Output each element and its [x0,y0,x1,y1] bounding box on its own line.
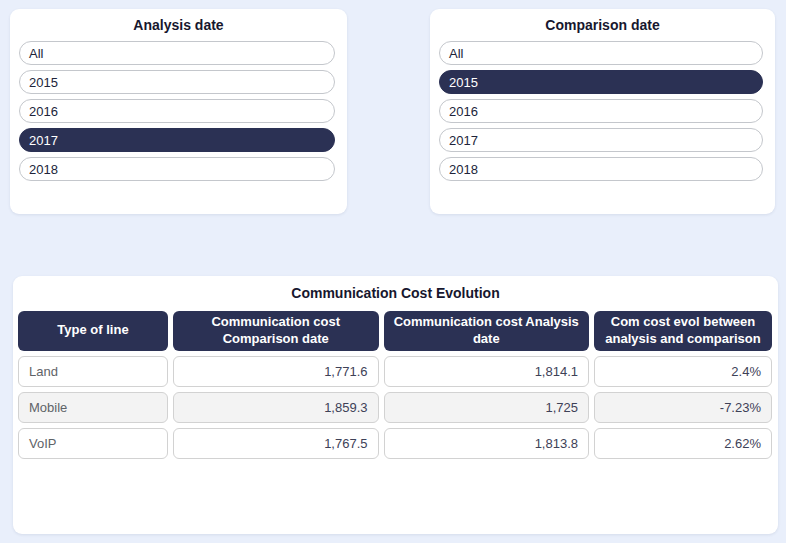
communication-cost-table: Type of line Communication cost Comparis… [18,311,772,459]
table-row-voip-type: VoIP [18,428,168,459]
column-header-comparison-cost: Communication cost Comparison date [173,311,379,351]
comparison-option-2017[interactable]: 2017 [439,128,763,152]
comparison-date-panel: Comparison date All 2015 2016 2017 2018 [430,9,775,214]
table-row-land-analysis-cost: 1,814.1 [384,356,590,387]
table-row-voip-evolution: 2.62% [594,428,772,459]
table-row-land-comparison-cost: 1,771.6 [173,356,379,387]
comparison-option-2015[interactable]: 2015 [439,70,763,94]
column-header-type-of-line: Type of line [18,311,168,351]
analysis-option-2015[interactable]: 2015 [19,70,335,94]
table-title: Communication Cost Evolution [13,276,778,301]
communication-cost-panel: Communication Cost Evolution Type of lin… [13,276,778,534]
table-row-voip-analysis-cost: 1,813.8 [384,428,590,459]
table-row-land-type: Land [18,356,168,387]
analysis-option-2016[interactable]: 2016 [19,99,335,123]
analysis-option-2018[interactable]: 2018 [19,157,335,181]
column-header-analysis-cost: Communication cost Analysis date [384,311,590,351]
analysis-option-2017[interactable]: 2017 [19,128,335,152]
table-row-mobile-analysis-cost: 1,725 [384,392,590,423]
comparison-date-title: Comparison date [430,9,775,33]
analysis-date-panel: Analysis date All 2015 2016 2017 2018 [10,9,347,214]
table-row-voip-comparison-cost: 1,767.5 [173,428,379,459]
comparison-option-2018[interactable]: 2018 [439,157,763,181]
analysis-date-title: Analysis date [10,9,347,33]
column-header-evolution: Com cost evol between analysis and compa… [594,311,772,351]
table-row-land-evolution: 2.4% [594,356,772,387]
comparison-option-2016[interactable]: 2016 [439,99,763,123]
comparison-date-slicer: All 2015 2016 2017 2018 [430,41,775,181]
analysis-date-slicer: All 2015 2016 2017 2018 [10,41,347,181]
table-row-mobile-evolution: -7.23% [594,392,772,423]
comparison-option-all[interactable]: All [439,41,763,65]
analysis-option-all[interactable]: All [19,41,335,65]
table-row-mobile-comparison-cost: 1,859.3 [173,392,379,423]
table-row-mobile-type: Mobile [18,392,168,423]
